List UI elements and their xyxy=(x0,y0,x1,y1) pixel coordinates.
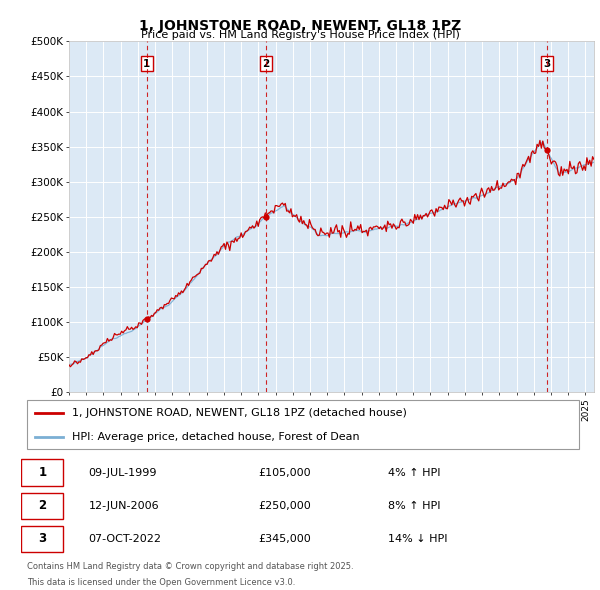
Text: 1: 1 xyxy=(38,466,46,480)
Text: 09-JUL-1999: 09-JUL-1999 xyxy=(89,468,157,478)
Text: Contains HM Land Registry data © Crown copyright and database right 2025.: Contains HM Land Registry data © Crown c… xyxy=(26,562,353,571)
Text: £250,000: £250,000 xyxy=(258,501,311,511)
Text: 3: 3 xyxy=(38,532,46,546)
Text: 8% ↑ HPI: 8% ↑ HPI xyxy=(388,501,440,511)
Text: £105,000: £105,000 xyxy=(258,468,311,478)
FancyBboxPatch shape xyxy=(26,400,580,449)
Text: 1, JOHNSTONE ROAD, NEWENT, GL18 1PZ: 1, JOHNSTONE ROAD, NEWENT, GL18 1PZ xyxy=(139,19,461,33)
Text: 07-OCT-2022: 07-OCT-2022 xyxy=(89,534,161,544)
FancyBboxPatch shape xyxy=(21,526,64,552)
Text: 1: 1 xyxy=(143,59,151,69)
Text: This data is licensed under the Open Government Licence v3.0.: This data is licensed under the Open Gov… xyxy=(26,578,295,587)
FancyBboxPatch shape xyxy=(21,460,64,486)
Text: 3: 3 xyxy=(544,59,551,69)
Text: HPI: Average price, detached house, Forest of Dean: HPI: Average price, detached house, Fore… xyxy=(72,432,359,442)
Text: 1, JOHNSTONE ROAD, NEWENT, GL18 1PZ (detached house): 1, JOHNSTONE ROAD, NEWENT, GL18 1PZ (det… xyxy=(72,408,407,418)
Text: 12-JUN-2006: 12-JUN-2006 xyxy=(89,501,160,511)
Text: 14% ↓ HPI: 14% ↓ HPI xyxy=(388,534,447,544)
Text: £345,000: £345,000 xyxy=(258,534,311,544)
Text: 4% ↑ HPI: 4% ↑ HPI xyxy=(388,468,440,478)
FancyBboxPatch shape xyxy=(21,493,64,519)
Text: 2: 2 xyxy=(38,499,46,513)
Text: 2: 2 xyxy=(262,59,269,69)
Text: Price paid vs. HM Land Registry's House Price Index (HPI): Price paid vs. HM Land Registry's House … xyxy=(140,30,460,40)
